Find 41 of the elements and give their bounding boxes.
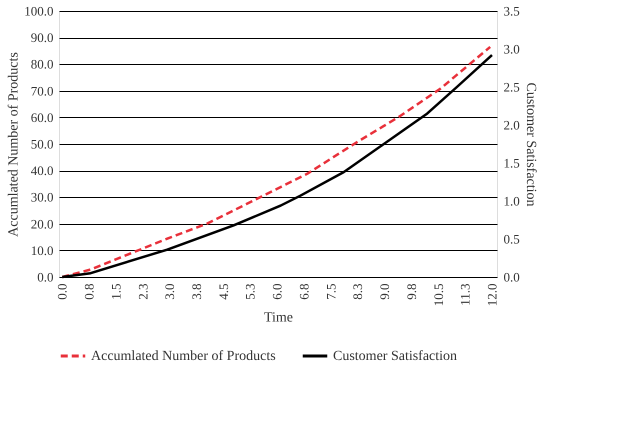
y2-tick-label: 3.5 [504,4,520,18]
x-tick-label: 3.0 [162,284,178,300]
legend-label: Accumlated Number of Products [91,349,276,364]
y-tick-label: 90.0 [30,30,54,46]
y2-tick-label: 2.5 [504,80,520,94]
x-tick-label: 4.5 [216,284,231,300]
y2-tick-label: 0.5 [504,232,520,246]
y-tick-label: 0.0 [37,270,54,284]
y-tick-label: 70.0 [30,83,54,98]
y2-axis-title: Customer Satisfaction [522,82,538,207]
x-tick-label: 2.3 [135,284,150,300]
y-tick-label: 20.0 [30,216,54,232]
y-tick-label: 100.0 [24,4,54,18]
x-tick-label: 10.5 [430,284,446,306]
legend-label: Customer Satisfaction [333,349,458,364]
y2-tick-label: 3.0 [504,42,520,56]
y-tick-label: 10.0 [30,242,54,258]
x-tick-label: 8.3 [350,284,366,300]
y-tick-label: 80.0 [30,56,54,72]
x-tick-label: 0.0 [54,284,70,300]
x-tick-label: 11.3 [458,284,473,306]
y2-tick-label: 0.0 [504,270,520,284]
y2-tick-label: 2.0 [504,118,520,132]
y-tick-label: 50.0 [30,136,54,152]
x-tick-label: 6.0 [270,284,285,300]
x-tick-label: 1.5 [108,284,124,300]
y-axis-title: Accumlated Number of Products [6,52,22,237]
y-tick-label: 30.0 [30,190,54,205]
y2-tick-label: 1.0 [504,194,520,208]
x-tick-label: 0.8 [82,284,97,300]
y-tick-label: 60.0 [30,110,54,125]
y2-tick-label: 1.5 [504,156,520,170]
y-tick-label: 40.0 [30,163,54,178]
x-tick-label: 9.8 [404,284,419,300]
x-axis-title: Time [264,310,294,326]
x-tick-label: 5.3 [242,284,258,300]
x-tick-label: 7.5 [323,284,338,300]
x-tick-label: 3.8 [189,284,204,300]
x-tick-label: 9.0 [377,284,392,300]
x-tick-label: 6.8 [296,284,312,300]
x-tick-label: 12.0 [484,284,500,306]
